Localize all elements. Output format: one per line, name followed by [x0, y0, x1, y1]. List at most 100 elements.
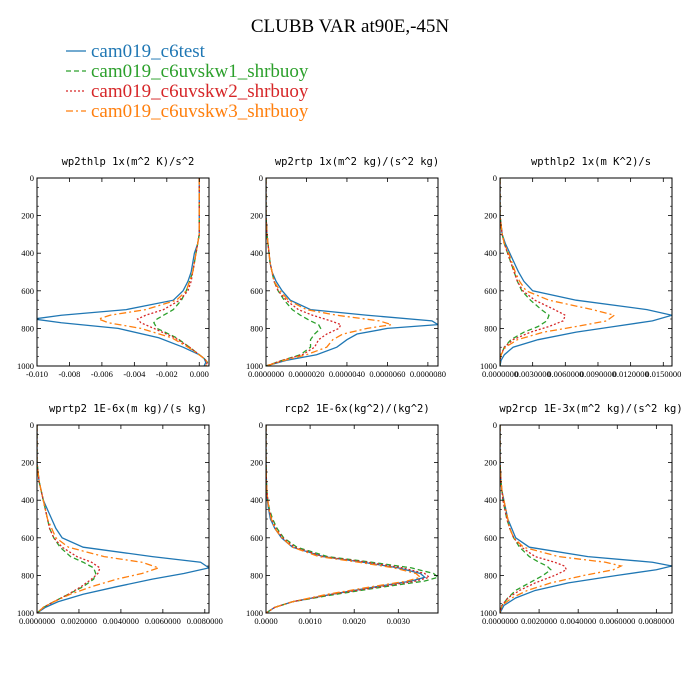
y-tick-label: 400	[21, 495, 34, 505]
panel-title: wp2thlp 1x(m^2 K)/s^2	[62, 156, 195, 168]
series-line	[266, 178, 438, 366]
y-tick-label: 200	[21, 211, 34, 221]
series-line	[500, 425, 568, 613]
x-tick-label: -0.008	[58, 369, 80, 379]
y-tick-label: 400	[21, 248, 34, 258]
legend: cam019_c6testcam019_c6uvskw1_shrbuoycam0…	[66, 41, 309, 122]
y-tick-label: 600	[21, 533, 34, 543]
y-tick-label: 1000	[246, 608, 263, 618]
series-line	[500, 178, 616, 366]
series-line	[266, 425, 431, 613]
plot-frame	[265, 177, 439, 367]
chart-panel: wp2thlp 1x(m^2 K)/s^202004006008001000-0…	[17, 156, 210, 379]
x-tick-label: -0.004	[123, 369, 146, 379]
y-tick-label: 0	[493, 173, 497, 183]
y-tick-label: 200	[250, 211, 263, 221]
y-tick-label: 1000	[480, 361, 497, 371]
series-line	[37, 425, 209, 613]
y-tick-label: 800	[250, 570, 263, 580]
panel-title: wp2rtp 1x(m^2 kg)/(s^2 kg)	[275, 156, 439, 168]
chart-panel: wpthlp2 1x(m K^2)/s020040060080010000.00…	[480, 156, 681, 379]
legend-label: cam019_c6uvskw2_shrbuoy	[91, 81, 309, 102]
y-tick-label: 400	[484, 495, 497, 505]
panels: wp2thlp 1x(m^2 K)/s^202004006008001000-0…	[17, 156, 683, 626]
y-tick-label: 600	[250, 286, 263, 296]
y-tick-label: 400	[250, 248, 263, 258]
series-line	[37, 425, 161, 613]
series-line	[136, 178, 209, 366]
y-tick-label: 1000	[480, 608, 497, 618]
series-line	[266, 425, 422, 613]
series-line	[500, 425, 552, 613]
x-tick-label: 0.0020000	[61, 616, 97, 626]
y-tick-label: 800	[250, 323, 263, 333]
y-tick-label: 400	[250, 495, 263, 505]
x-tick-label: 0.0000000	[248, 369, 284, 379]
panel-title: wpthlp2 1x(m K^2)/s	[531, 156, 651, 168]
series-line	[37, 178, 207, 366]
series-line	[500, 425, 624, 613]
chart-panel: wp2rcp 1E-3x(m^2 kg)/(s^2 kg)0 200 400 600 8…	[480, 403, 683, 626]
y-tick-label: 600	[21, 286, 34, 296]
x-tick-label: 0.0000080	[410, 369, 446, 379]
panel-title: rcp2 1E-6x(kg^2)/(kg^2)	[284, 403, 429, 415]
y-tick-label: 600	[484, 533, 497, 543]
series-line	[153, 178, 209, 366]
legend-label: cam019_c6test	[91, 41, 206, 62]
series-line	[266, 425, 438, 613]
x-tick-label: 0.0030	[387, 616, 410, 626]
x-tick-label: 0.0060000	[547, 369, 583, 379]
series-line	[266, 178, 392, 366]
x-tick-label: 0.0000020	[288, 369, 324, 379]
y-tick-label: 800	[21, 570, 34, 580]
x-tick-label: 0.0090000	[580, 369, 616, 379]
series-line	[96, 178, 209, 366]
y-tick-label: 0	[493, 420, 497, 430]
x-tick-label: 0.0000000	[482, 616, 518, 626]
y-tick-label: 1000	[246, 361, 263, 371]
y-tick-label: 200	[250, 458, 263, 468]
x-tick-label: 0.0000060	[369, 369, 405, 379]
y-tick-label: 800	[21, 323, 34, 333]
x-tick-label: 0.0000000	[19, 616, 55, 626]
y-tick-label: 800	[484, 323, 497, 333]
x-tick-label: -0.006	[91, 369, 113, 379]
x-tick-label: 0.0060000	[145, 616, 181, 626]
x-tick-label: 0.0000040	[329, 369, 365, 379]
series-line	[266, 178, 322, 366]
y-tick-label: 200	[484, 211, 497, 221]
figure-title: CLUBB VAR at90E,-45N	[251, 16, 450, 37]
legend-label: cam019_c6uvskw1_shrbuoy	[91, 61, 309, 82]
x-tick-label: 0.000	[190, 369, 209, 379]
y-tick-label: 800	[484, 570, 497, 580]
panel-title: wprtp2 1E-6x(m kg)/(s kg)	[49, 403, 207, 415]
series-line	[500, 178, 550, 366]
x-tick-label: 0.0080000	[638, 616, 674, 626]
series-line	[37, 425, 101, 613]
y-tick-label: 600	[250, 533, 263, 543]
x-tick-label: 0.0020	[343, 616, 366, 626]
x-tick-label: 0.0010	[298, 616, 321, 626]
x-tick-label: 0.0020000	[521, 616, 557, 626]
x-tick-label: 0.0040000	[103, 616, 139, 626]
x-tick-label: 0.0150000	[645, 369, 681, 379]
y-tick-label: 0	[259, 420, 263, 430]
x-tick-label: 0.0060000	[599, 616, 635, 626]
x-tick-label: 0.0030000	[515, 369, 551, 379]
series-line	[266, 178, 342, 366]
x-tick-label: -0.010	[26, 369, 48, 379]
series-line	[500, 178, 567, 366]
y-tick-label: 200	[484, 458, 497, 468]
x-tick-label: 0.0000	[254, 616, 277, 626]
plot-frame	[36, 177, 210, 367]
chart-panel: wprtp2 1E-6x(m kg)/(s kg) 0 200 400 600 800 10…	[17, 403, 223, 626]
x-tick-label: -0.002	[156, 369, 178, 379]
x-tick-label: 0.0000000	[482, 369, 518, 379]
y-tick-label: 1000	[17, 608, 34, 618]
x-tick-label: 0.0120000	[613, 369, 649, 379]
panel-title: wp2rcp 1E-3x(m^2 kg)/(s^2 kg)	[499, 403, 682, 415]
plot-frame	[265, 424, 439, 614]
y-tick-label: 1000	[17, 361, 34, 371]
y-tick-label: 0	[30, 420, 34, 430]
